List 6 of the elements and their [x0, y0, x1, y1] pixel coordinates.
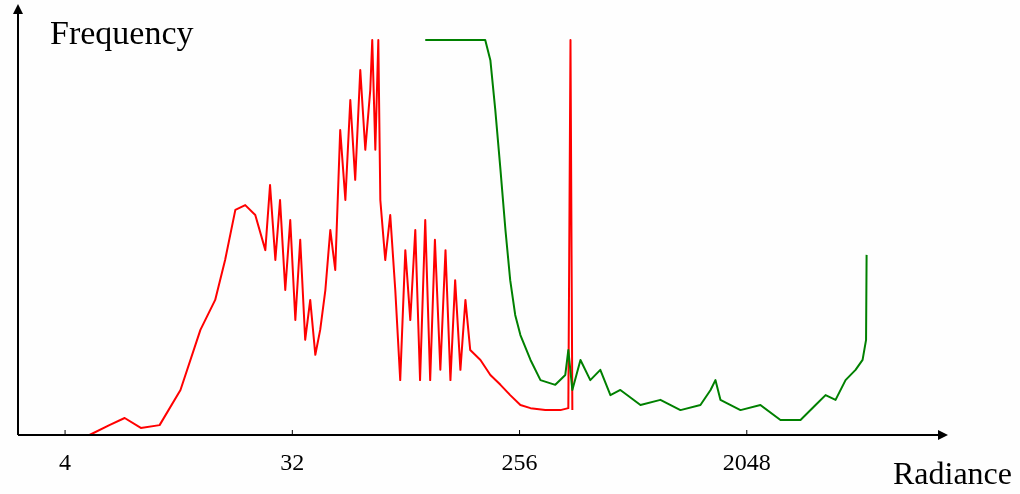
x-tick-label: 256 — [501, 449, 538, 475]
x-tick-label: 32 — [280, 449, 305, 475]
x-tick-label: 4 — [59, 449, 72, 475]
y-axis-title: Frequency — [50, 14, 194, 51]
x-axis-title: Radiance — [892, 455, 1012, 491]
x-tick-label: 2048 — [722, 449, 771, 475]
